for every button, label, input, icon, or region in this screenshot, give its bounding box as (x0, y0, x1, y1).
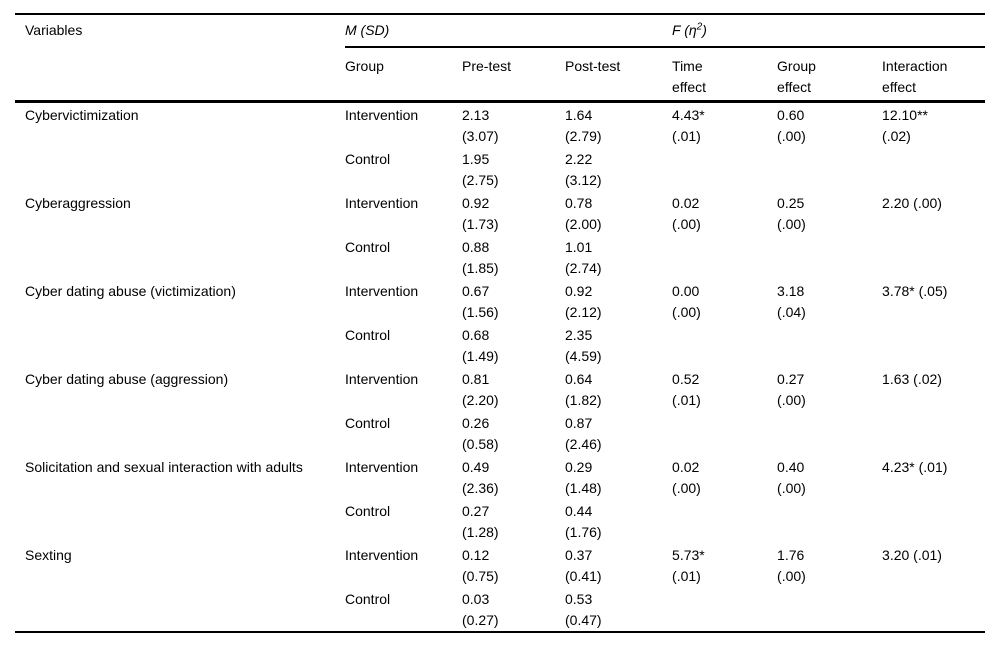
column-header-interaction-effect: Interaction effect (882, 47, 986, 103)
table-row: Control 0.26 (0.58) 0.87 (2.46) (15, 411, 985, 455)
group-label: Intervention (345, 458, 419, 475)
post-test-cell: 0.29 (1.48) (565, 458, 602, 496)
group-label: Intervention (345, 282, 419, 299)
pre-test-cell: 2.13 (3.07) (462, 106, 499, 144)
table-body: Cybervictimization Intervention 2.13 (3.0… (15, 101, 985, 632)
table-row: Cyber dating abuse (aggression) Interven… (15, 367, 985, 411)
group-label: Control (345, 502, 391, 519)
table-row: Cybervictimization Intervention 2.13 (3.0… (15, 101, 985, 147)
variable-name: Cyber dating abuse (victimization) (25, 282, 236, 299)
group-effect-cell: 0.60 (.00) (777, 106, 806, 144)
interaction-effect-cell: 12.10** (.02) (882, 106, 928, 144)
group-label: Control (345, 414, 391, 431)
post-test-cell: 0.78 (2.00) (565, 194, 602, 232)
table-row: Control 1.95 (2.75) 2.22 (3.12) (15, 147, 985, 191)
group-label: Intervention (345, 370, 419, 387)
pre-test-cell: 0.49 (2.36) (462, 458, 499, 496)
f-eta-superscript: 2 (696, 21, 703, 33)
group-label: Control (345, 590, 391, 607)
interaction-effect-cell: 3.20 (.01) (882, 546, 942, 563)
f-eta-close: ) (702, 22, 707, 38)
group-effect-cell: 0.27 (.00) (777, 370, 806, 408)
variable-name: Solicitation and sexual interaction with… (25, 458, 303, 475)
group-label: Control (345, 238, 391, 255)
time-effect-cell: 0.02 (.00) (672, 458, 701, 496)
interaction-effect-cell: 1.63 (.02) (882, 370, 942, 387)
time-effect-cell: 5.73* (.01) (672, 546, 705, 584)
group-effect-cell: 0.25 (.00) (777, 194, 806, 232)
header-row-groups: Variables M (SD) F (η2) (15, 14, 986, 103)
group-effect-cell: 0.40 (.00) (777, 458, 806, 496)
pre-test-cell: 0.26 (0.58) (462, 414, 499, 452)
variable-name: Sexting (25, 546, 72, 563)
post-test-cell: 2.35 (4.59) (565, 326, 602, 364)
results-table: Variables M (SD) F (η2) Group Pre-test P… (15, 13, 986, 633)
table-row: Control 0.27 (1.28) 0.44 (1.76) (15, 499, 985, 543)
pre-test-cell: 0.68 (1.49) (462, 326, 499, 364)
f-eta-text: F (η (672, 22, 697, 38)
pre-test-cell: 0.67 (1.56) (462, 282, 499, 320)
post-test-cell: 0.64 (1.82) (565, 370, 602, 408)
pre-test-cell: 0.81 (2.20) (462, 370, 499, 408)
column-header-post-test: Post-test (565, 47, 673, 103)
table-row: Control 0.88 (1.85) 1.01 (2.74) (15, 235, 985, 279)
time-effect-cell: 0.00 (.00) (672, 282, 701, 320)
table-row: Solicitation and sexual interaction with… (15, 455, 985, 499)
column-group-header-msd: M (SD) (345, 14, 673, 48)
column-header-time-effect: Time effect (672, 47, 778, 103)
group-label: Intervention (345, 546, 419, 563)
variable-name: Cyberaggression (25, 194, 131, 211)
post-test-cell: 1.01 (2.74) (565, 238, 602, 276)
post-test-cell: 0.44 (1.76) (565, 502, 602, 540)
pre-test-cell: 0.03 (0.27) (462, 590, 499, 628)
post-test-cell: 2.22 (3.12) (565, 150, 602, 188)
post-test-cell: 1.64 (2.79) (565, 106, 602, 144)
column-header-pre-test: Pre-test (462, 47, 565, 103)
time-effect-cell: 4.43* (.01) (672, 106, 705, 144)
pre-test-cell: 0.88 (1.85) (462, 238, 499, 276)
interaction-effect-cell: 2.20 (.00) (882, 194, 942, 211)
column-header-group: Group (345, 47, 462, 103)
time-effect-cell: 0.52 (.01) (672, 370, 701, 408)
post-test-cell: 0.53 (0.47) (565, 590, 602, 628)
interaction-effect-cell: 3.78* (.05) (882, 282, 948, 299)
table-row: Cyber dating abuse (victimization) Inter… (15, 279, 985, 323)
post-test-cell: 0.87 (2.46) (565, 414, 602, 452)
table-header: Variables M (SD) F (η2) Group Pre-test P… (15, 14, 986, 103)
group-label: Control (345, 326, 391, 343)
table-row: Control 0.68 (1.49) 2.35 (4.59) (15, 323, 985, 367)
group-label: Intervention (345, 106, 419, 123)
pre-test-cell: 0.92 (1.73) (462, 194, 499, 232)
post-test-cell: 0.92 (2.12) (565, 282, 602, 320)
pre-test-cell: 0.12 (0.75) (462, 546, 499, 584)
group-effect-cell: 1.76 (.00) (777, 546, 806, 584)
variable-name: Cybervictimization (25, 106, 139, 123)
table-row: Sexting Intervention 0.12 (0.75) 0.37 (0.4… (15, 543, 985, 587)
group-label: Control (345, 150, 391, 167)
time-effect-cell: 0.02 (.00) (672, 194, 701, 232)
post-test-cell: 0.37 (0.41) (565, 546, 602, 584)
column-header-group-effect: Group effect (777, 47, 883, 103)
group-label: Intervention (345, 194, 419, 211)
variable-name: Cyber dating abuse (aggression) (25, 370, 229, 387)
pre-test-cell: 0.27 (1.28) (462, 502, 499, 540)
pre-test-cell: 1.95 (2.75) (462, 150, 499, 188)
paper-page: Variables M (SD) F (η2) Group Pre-test P… (0, 13, 1000, 665)
group-effect-cell: 3.18 (.04) (777, 282, 806, 320)
table-row: Cyberaggression Intervention 0.92 (1.73) … (15, 191, 985, 235)
table-row: Control 0.03 (0.27) 0.53 (0.47) (15, 587, 985, 632)
column-group-header-f-eta: F (η2) (672, 14, 986, 48)
column-header-variables: Variables (15, 14, 345, 103)
interaction-effect-cell: 4.23* (.01) (882, 458, 948, 475)
header-row-subcolumns: Group Pre-test Post-test Time effect Grou… (15, 47, 986, 103)
